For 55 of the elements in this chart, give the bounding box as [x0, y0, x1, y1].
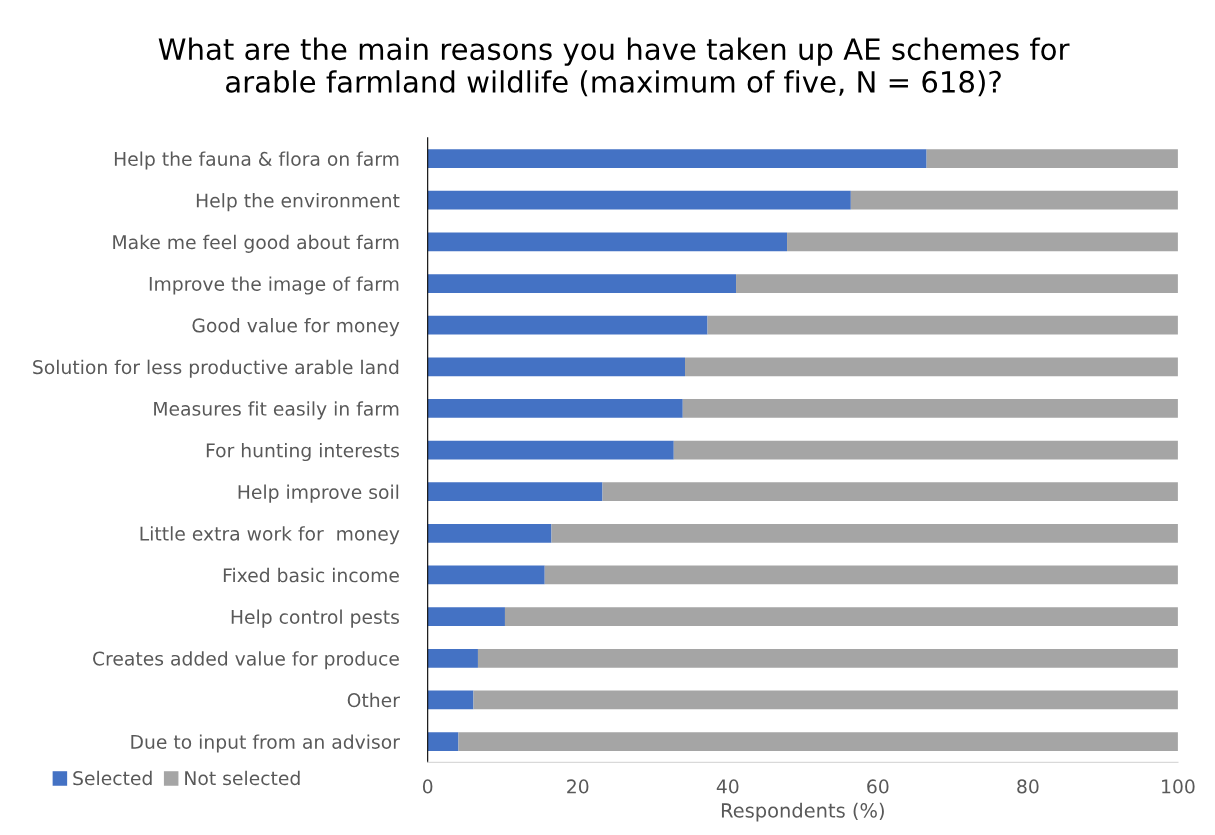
bar [427, 565, 545, 585]
bar [427, 315, 708, 335]
y-tick-label: Make me feel good about farm [113, 234, 399, 253]
bar [685, 357, 1178, 377]
bar [602, 482, 1178, 502]
y-tick-label: Good value for money [192, 318, 400, 337]
bar [850, 190, 1178, 210]
legend-label: Selected [73, 770, 152, 786]
bar [427, 440, 674, 460]
bar [427, 482, 603, 502]
bar [427, 190, 851, 210]
x-tick-label: 40 [716, 779, 739, 794]
x-tick-label: 100 [1162, 779, 1195, 794]
bar [427, 732, 459, 751]
y-tick-label: Creates added value for produce [93, 651, 399, 670]
bar [427, 523, 552, 543]
x-tick-label: 20 [567, 779, 589, 794]
x-tick-label: 0 [422, 779, 433, 794]
y-tick-label: Fixed basic income [223, 567, 399, 583]
bar [427, 274, 737, 293]
bar [926, 149, 1178, 168]
y-tick-label: For hunting interests [206, 442, 399, 462]
bar [427, 149, 927, 168]
bar [736, 274, 1178, 293]
y-tick-label: Help control pests [231, 609, 399, 628]
bar [673, 440, 1178, 460]
bar [427, 690, 474, 710]
bar [427, 648, 478, 668]
x-axis-title: Respondents (%) [721, 802, 884, 822]
bar [551, 523, 1178, 543]
x-tick-label: 80 [1017, 779, 1039, 794]
y-tick-label: Measures fit easily in farm [154, 401, 399, 420]
bar [473, 690, 1178, 710]
legend-label: Not selected [185, 770, 300, 786]
bar [427, 399, 683, 418]
x-tick-label: 60 [867, 779, 889, 794]
y-tick-label: Other [347, 692, 400, 708]
y-tick-label: Help improve soil [238, 484, 399, 503]
bar [427, 357, 686, 377]
bar [707, 315, 1178, 335]
bar [477, 648, 1178, 668]
y-tick-label: Help the environment [196, 193, 400, 212]
bar [544, 565, 1178, 585]
y-tick-label: Due to input from an advisor [131, 734, 400, 753]
y-tick-label: Help the fauna & flora on farm [114, 151, 399, 170]
bar [427, 232, 788, 252]
bar [504, 607, 1178, 626]
y-tick-label: Little extra work for money [140, 526, 400, 545]
chart-title: What are the main reasons you have taken up AE schemes for arable farmland wildlife (maximum of five, N = 618)? [158, 37, 1070, 97]
bar [682, 399, 1178, 418]
bar [458, 732, 1178, 751]
y-tick-label: Solution for less productive arable land [33, 359, 399, 378]
bar [427, 607, 505, 626]
bar [787, 232, 1178, 252]
y-tick-label: Improve the image of farm [149, 276, 399, 295]
